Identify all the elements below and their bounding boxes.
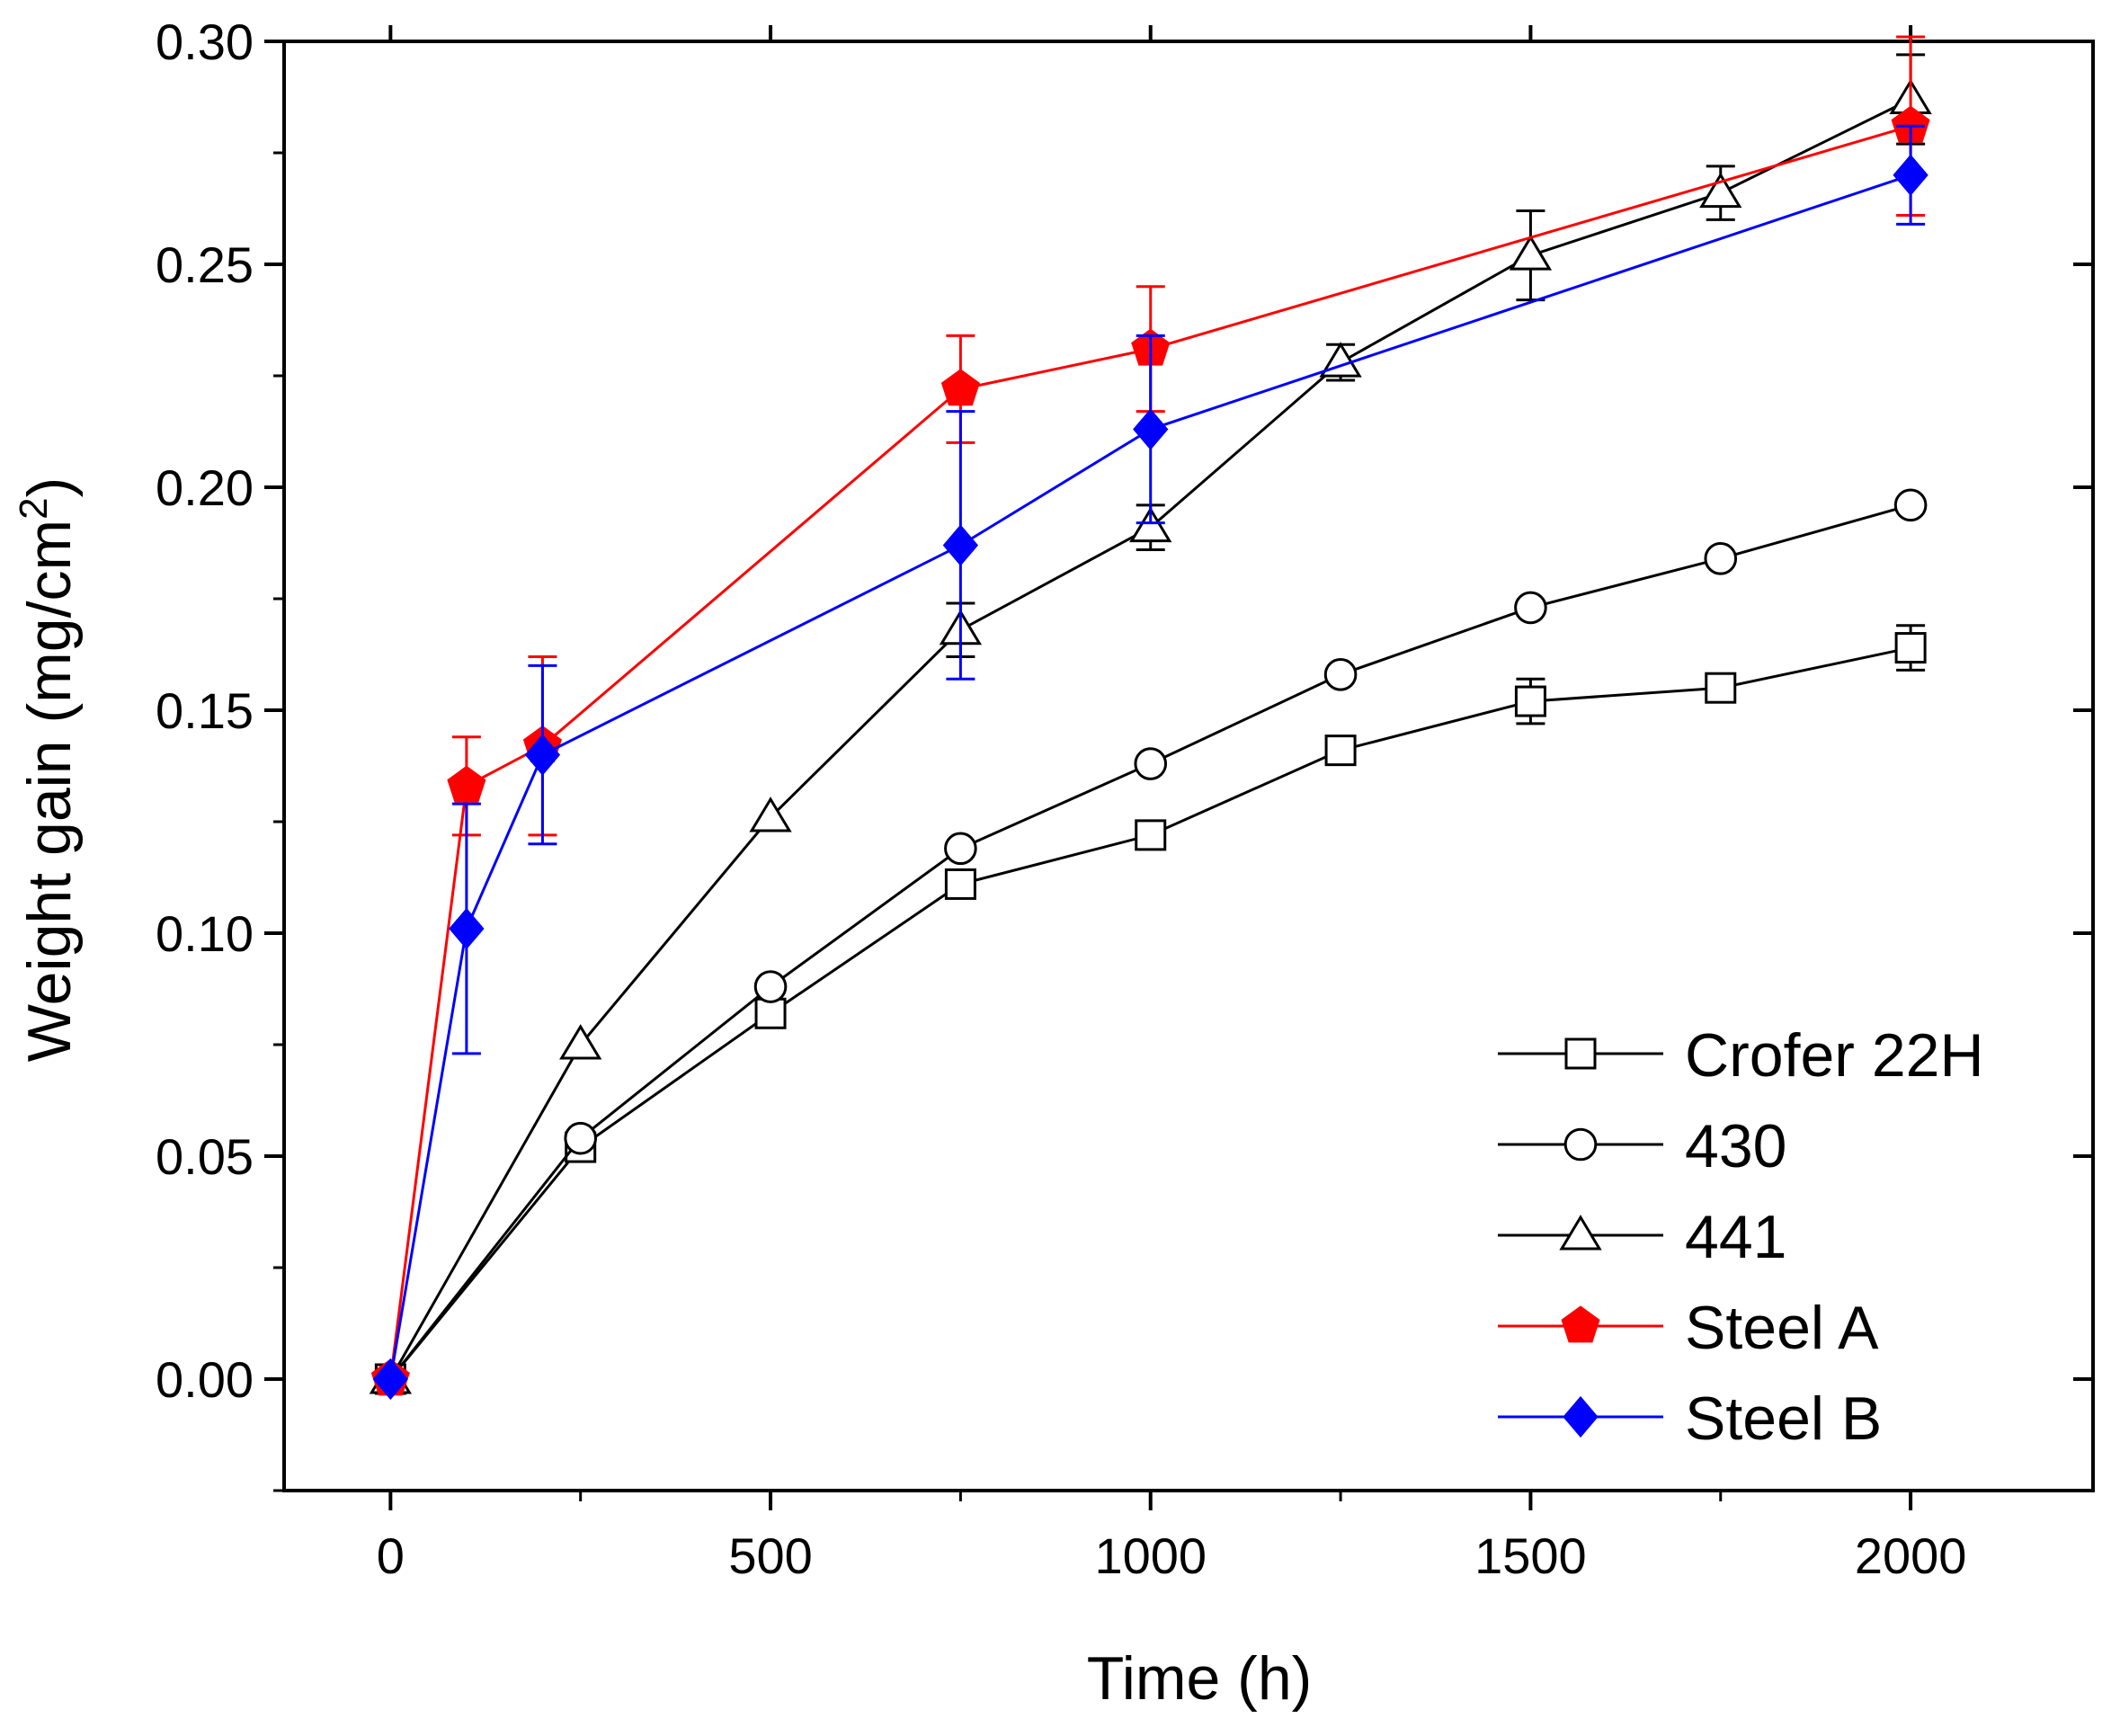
y-axis-title-close: ) xyxy=(15,477,84,498)
legend-marker xyxy=(1559,1215,1602,1251)
axes: 0 500 1000 1500 2000 0.00 0.05 0.10 0.15 0.20 0.25… xyxy=(156,13,2095,1584)
legend: Crofer 22H 430 441 Steel A Steel B xyxy=(1498,1021,1984,1453)
data-point xyxy=(940,369,980,406)
x-tick-label: 1500 xyxy=(1474,1527,1587,1584)
series-steel-a xyxy=(370,35,1930,1396)
data-point xyxy=(524,734,561,776)
series-line xyxy=(388,174,1911,1380)
y-tick-label: 0.30 xyxy=(156,13,254,70)
data-point xyxy=(1135,819,1167,851)
data-point xyxy=(1133,408,1169,450)
legend-item-441: 441 xyxy=(1498,1203,1786,1271)
y-tick-label: 0.25 xyxy=(156,236,254,293)
x-axis-title: Time (h) xyxy=(1087,1644,1313,1713)
legend-marker xyxy=(1564,1037,1597,1070)
x-tick-label: 0 xyxy=(377,1527,405,1584)
y-axis-title: Weight gain (mg/cm2) xyxy=(12,477,84,1063)
legend-label: Steel B xyxy=(1685,1384,1882,1453)
y-axis-title-superscript: 2 xyxy=(12,497,56,519)
x-tick-label: 500 xyxy=(728,1527,812,1584)
legend-marker xyxy=(1563,1127,1598,1162)
data-point xyxy=(753,970,788,1003)
data-point xyxy=(1699,172,1742,209)
legend-label: 441 xyxy=(1685,1203,1786,1271)
series-steel-b xyxy=(372,124,1928,1401)
data-point xyxy=(449,907,485,950)
y-axis-title-main: Weight gain (mg/cm xyxy=(15,520,84,1062)
data-point xyxy=(447,765,486,803)
data-point xyxy=(1324,734,1357,767)
y-tick-label: 0.20 xyxy=(156,459,254,516)
data-point xyxy=(1514,591,1547,625)
data-point xyxy=(1893,488,1928,522)
data-point xyxy=(754,997,787,1029)
y-tick-label: 0.10 xyxy=(156,905,254,962)
series-layer xyxy=(369,35,1932,1401)
series-line xyxy=(389,503,1911,1380)
data-point xyxy=(564,1121,597,1155)
legend-label: Crofer 22H xyxy=(1685,1021,1984,1090)
data-point xyxy=(944,832,977,866)
data-point xyxy=(749,797,792,832)
series-line xyxy=(388,124,1911,1380)
data-point xyxy=(1705,672,1737,704)
plot-frame xyxy=(282,40,2095,1492)
legend-item-crofer-22h: Crofer 22H xyxy=(1498,1021,1984,1090)
y-tick-label: 0.00 xyxy=(156,1351,254,1408)
data-point xyxy=(1129,506,1172,543)
data-point xyxy=(1894,632,1927,664)
y-tick-label: 0.15 xyxy=(156,682,254,739)
data-point xyxy=(1134,747,1168,780)
legend-label: Steel A xyxy=(1685,1294,1879,1362)
legend-item-430: 430 xyxy=(1498,1112,1786,1180)
x-tick-label: 2000 xyxy=(1855,1527,1967,1584)
data-point xyxy=(944,868,976,900)
legend-marker xyxy=(1563,1395,1599,1438)
data-point xyxy=(942,524,979,566)
data-point xyxy=(1509,235,1553,271)
data-point xyxy=(1323,658,1358,691)
data-point xyxy=(1704,542,1738,575)
x-tick-label: 1000 xyxy=(1094,1527,1207,1584)
data-point xyxy=(1514,685,1546,717)
legend-label: 430 xyxy=(1685,1112,1786,1180)
data-point xyxy=(559,1024,602,1060)
legend-item-steel-a: Steel A xyxy=(1498,1294,1879,1362)
legend-item-steel-b: Steel B xyxy=(1498,1384,1882,1453)
y-tick-label: 0.05 xyxy=(156,1128,254,1185)
data-point xyxy=(372,1358,409,1401)
legend-marker xyxy=(1561,1305,1600,1343)
data-point xyxy=(1893,154,1928,196)
